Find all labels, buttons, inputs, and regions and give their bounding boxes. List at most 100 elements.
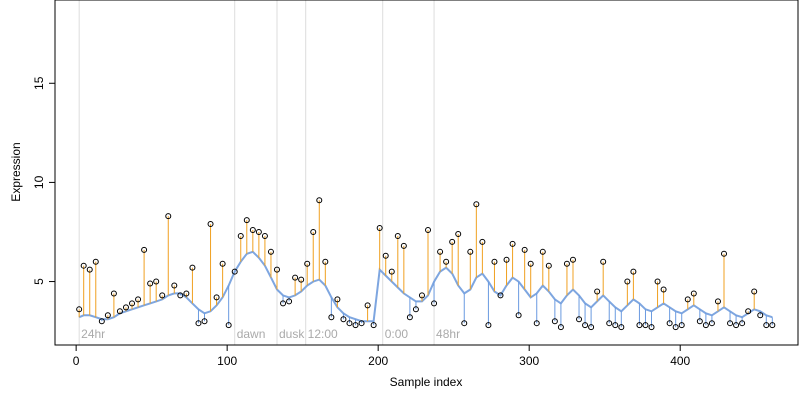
data-points [76, 197, 776, 331]
region-label: 24hr [81, 327, 105, 341]
data-point [666, 320, 673, 327]
data-point [696, 318, 703, 325]
data-point [509, 240, 516, 247]
data-point [352, 322, 359, 329]
data-point [237, 232, 244, 239]
data-point [557, 324, 564, 331]
data-point [497, 292, 504, 299]
data-point [110, 290, 117, 297]
data-point [116, 308, 123, 315]
data-point [255, 228, 262, 235]
data-point [418, 292, 425, 299]
data-point [582, 322, 589, 329]
data-point [751, 288, 758, 295]
data-point [292, 274, 299, 281]
data-point [171, 282, 178, 289]
data-point [606, 320, 613, 327]
data-point [576, 316, 583, 323]
data-point [340, 316, 347, 323]
data-point [600, 258, 607, 265]
region-label: dawn [237, 327, 266, 341]
data-point [129, 300, 136, 307]
data-point [280, 300, 287, 307]
x-tick-label: 200 [368, 354, 388, 368]
data-point [437, 248, 444, 255]
data-point [521, 246, 528, 253]
data-point [515, 312, 522, 319]
data-point [376, 225, 383, 232]
plot-frame [54, 0, 799, 346]
fitted-line [78, 250, 773, 323]
data-point [400, 242, 407, 249]
data-point [702, 322, 709, 329]
data-point [104, 312, 111, 319]
data-point [219, 260, 226, 267]
data-point [479, 238, 486, 245]
data-point [739, 320, 746, 327]
data-point [304, 260, 311, 267]
data-point [141, 246, 148, 253]
region-markers: 24hr dawn dusk 12:00 0:00 48hr [78, 0, 460, 345]
data-point [322, 258, 329, 265]
data-point [394, 232, 401, 239]
data-point [727, 320, 734, 327]
data-point [243, 217, 250, 224]
data-point [678, 322, 685, 329]
data-point [231, 268, 238, 275]
data-point [267, 248, 274, 255]
data-point [310, 228, 317, 235]
x-tick-label: 400 [670, 354, 690, 368]
x-tick-label: 300 [519, 354, 539, 368]
data-point [642, 322, 649, 329]
data-point [708, 320, 715, 327]
data-point [346, 320, 353, 327]
data-point [745, 308, 752, 315]
y-tick-label: 15 [32, 76, 46, 90]
data-point [733, 322, 740, 329]
data-point [569, 256, 576, 263]
data-point [443, 258, 450, 265]
data-point [382, 252, 389, 259]
data-point [122, 304, 129, 311]
data-point [183, 290, 190, 297]
data-point [76, 306, 83, 313]
data-point [551, 318, 558, 325]
data-point [328, 314, 335, 321]
data-point [425, 227, 432, 233]
data-point [527, 260, 534, 267]
data-point [539, 248, 546, 255]
data-point [316, 197, 323, 204]
data-point [388, 268, 395, 275]
data-point [624, 278, 631, 285]
data-point [563, 260, 570, 267]
data-point [364, 302, 371, 309]
data-point [636, 322, 643, 329]
data-point [455, 230, 462, 237]
data-point [660, 286, 667, 293]
data-point [249, 227, 256, 233]
data-point [769, 322, 776, 329]
data-point [159, 292, 166, 299]
data-point [406, 314, 413, 321]
data-point [334, 296, 341, 303]
y-tick-label: 10 [32, 175, 46, 189]
data-point [473, 201, 480, 208]
data-point [147, 280, 154, 287]
data-point [298, 276, 305, 283]
region-label: 48hr [436, 327, 460, 341]
data-point [757, 312, 764, 319]
y-axis: 5 10 15 [32, 76, 55, 285]
data-point [165, 213, 172, 220]
data-point [153, 278, 160, 285]
data-point [485, 322, 492, 329]
data-point [358, 320, 365, 327]
data-point [92, 258, 99, 265]
data-point [207, 221, 214, 228]
data-point [672, 324, 679, 331]
data-point [412, 306, 419, 313]
data-point [461, 320, 468, 327]
region-label: 0:00 [385, 327, 409, 341]
data-point [588, 324, 595, 331]
x-tick-label: 0 [73, 354, 80, 368]
